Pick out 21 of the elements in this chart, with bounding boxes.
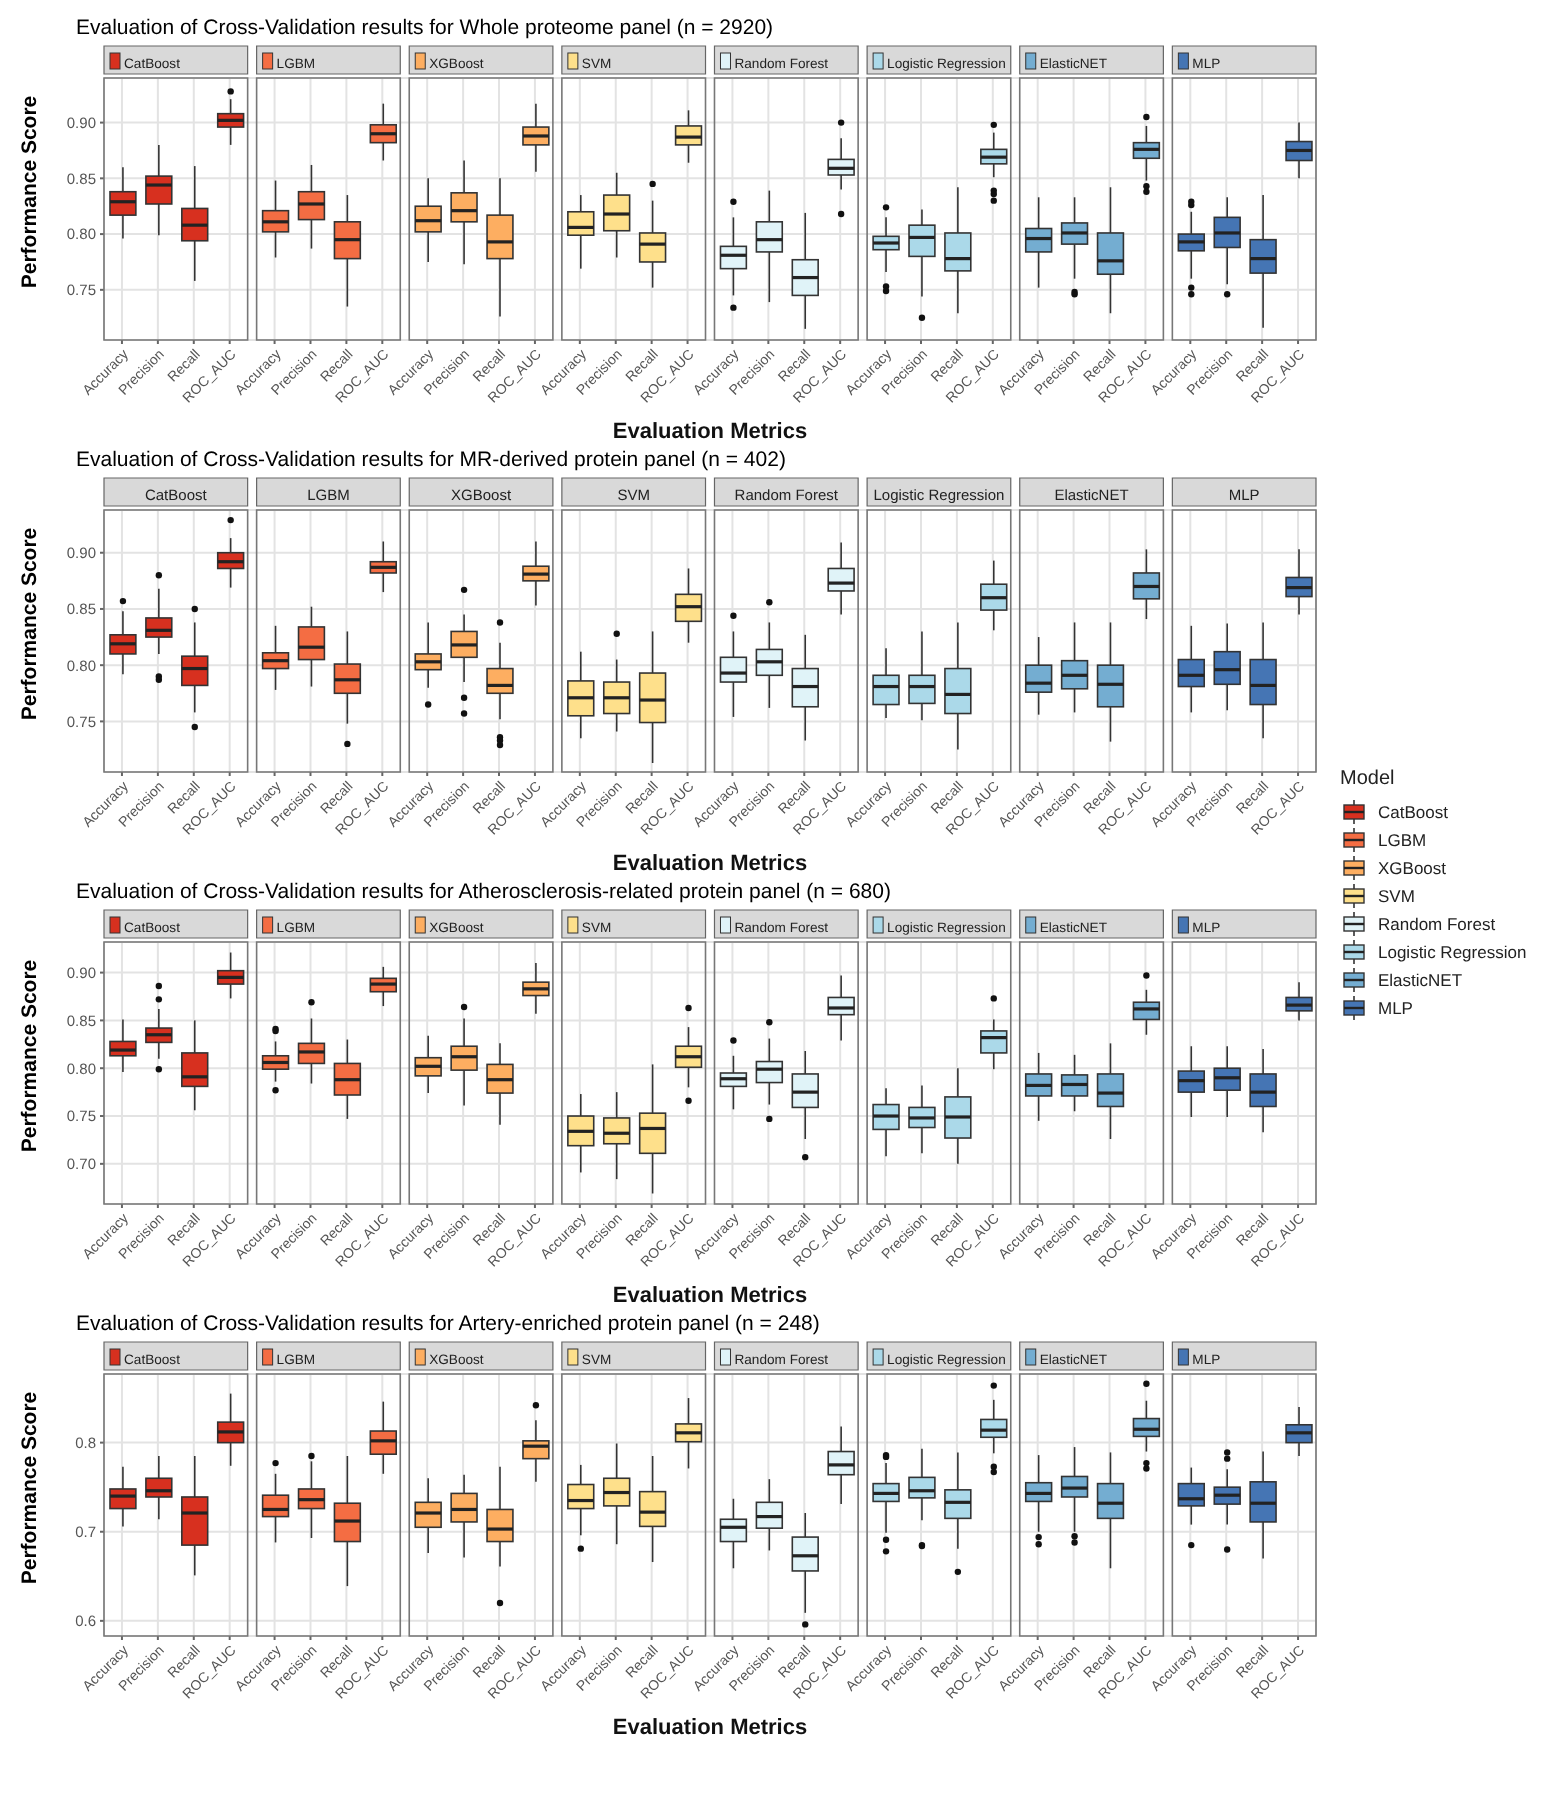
legend-label: Logistic Regression [1378,942,1527,962]
legend-label: CatBoost [1378,802,1448,822]
y-axis-title: Performance Score [18,1391,43,1585]
legend-label: ElasticNET [1378,970,1463,990]
y-axis-title: Performance Score [18,527,43,721]
y-axis-title: Performance Score [18,959,43,1153]
legend-label: Random Forest [1378,914,1496,934]
legend-label: LGBM [1378,830,1427,850]
x-axis-title: Evaluation Metrics [612,420,808,444]
chart-title: Evaluation of Cross-Validation results for MR-derived protein panel (n = 402) [76,448,788,476]
legend-label: SVM [1378,886,1415,906]
chart-title: Evaluation of Cross-Validation results for Atherosclerosis-related protein panel (n = 680) [76,880,891,904]
y-axis-title: Performance Score [18,95,43,289]
legend-title: Model [1340,768,1397,790]
chart-title: Evaluation of Cross-Validation results for Artery-enriched protein panel (n = 248) [76,1312,822,1340]
legend-label: MLP [1378,998,1413,1018]
chart-title: Evaluation of Cross-Validation results for Whole proteome panel (n = 2920) [76,16,776,44]
x-axis-title: Evaluation Metrics [612,852,808,876]
x-axis-title: Evaluation Metrics [612,1716,808,1740]
legend-label: XGBoost [1378,858,1447,878]
x-axis-title: Evaluation Metrics [612,1284,808,1308]
